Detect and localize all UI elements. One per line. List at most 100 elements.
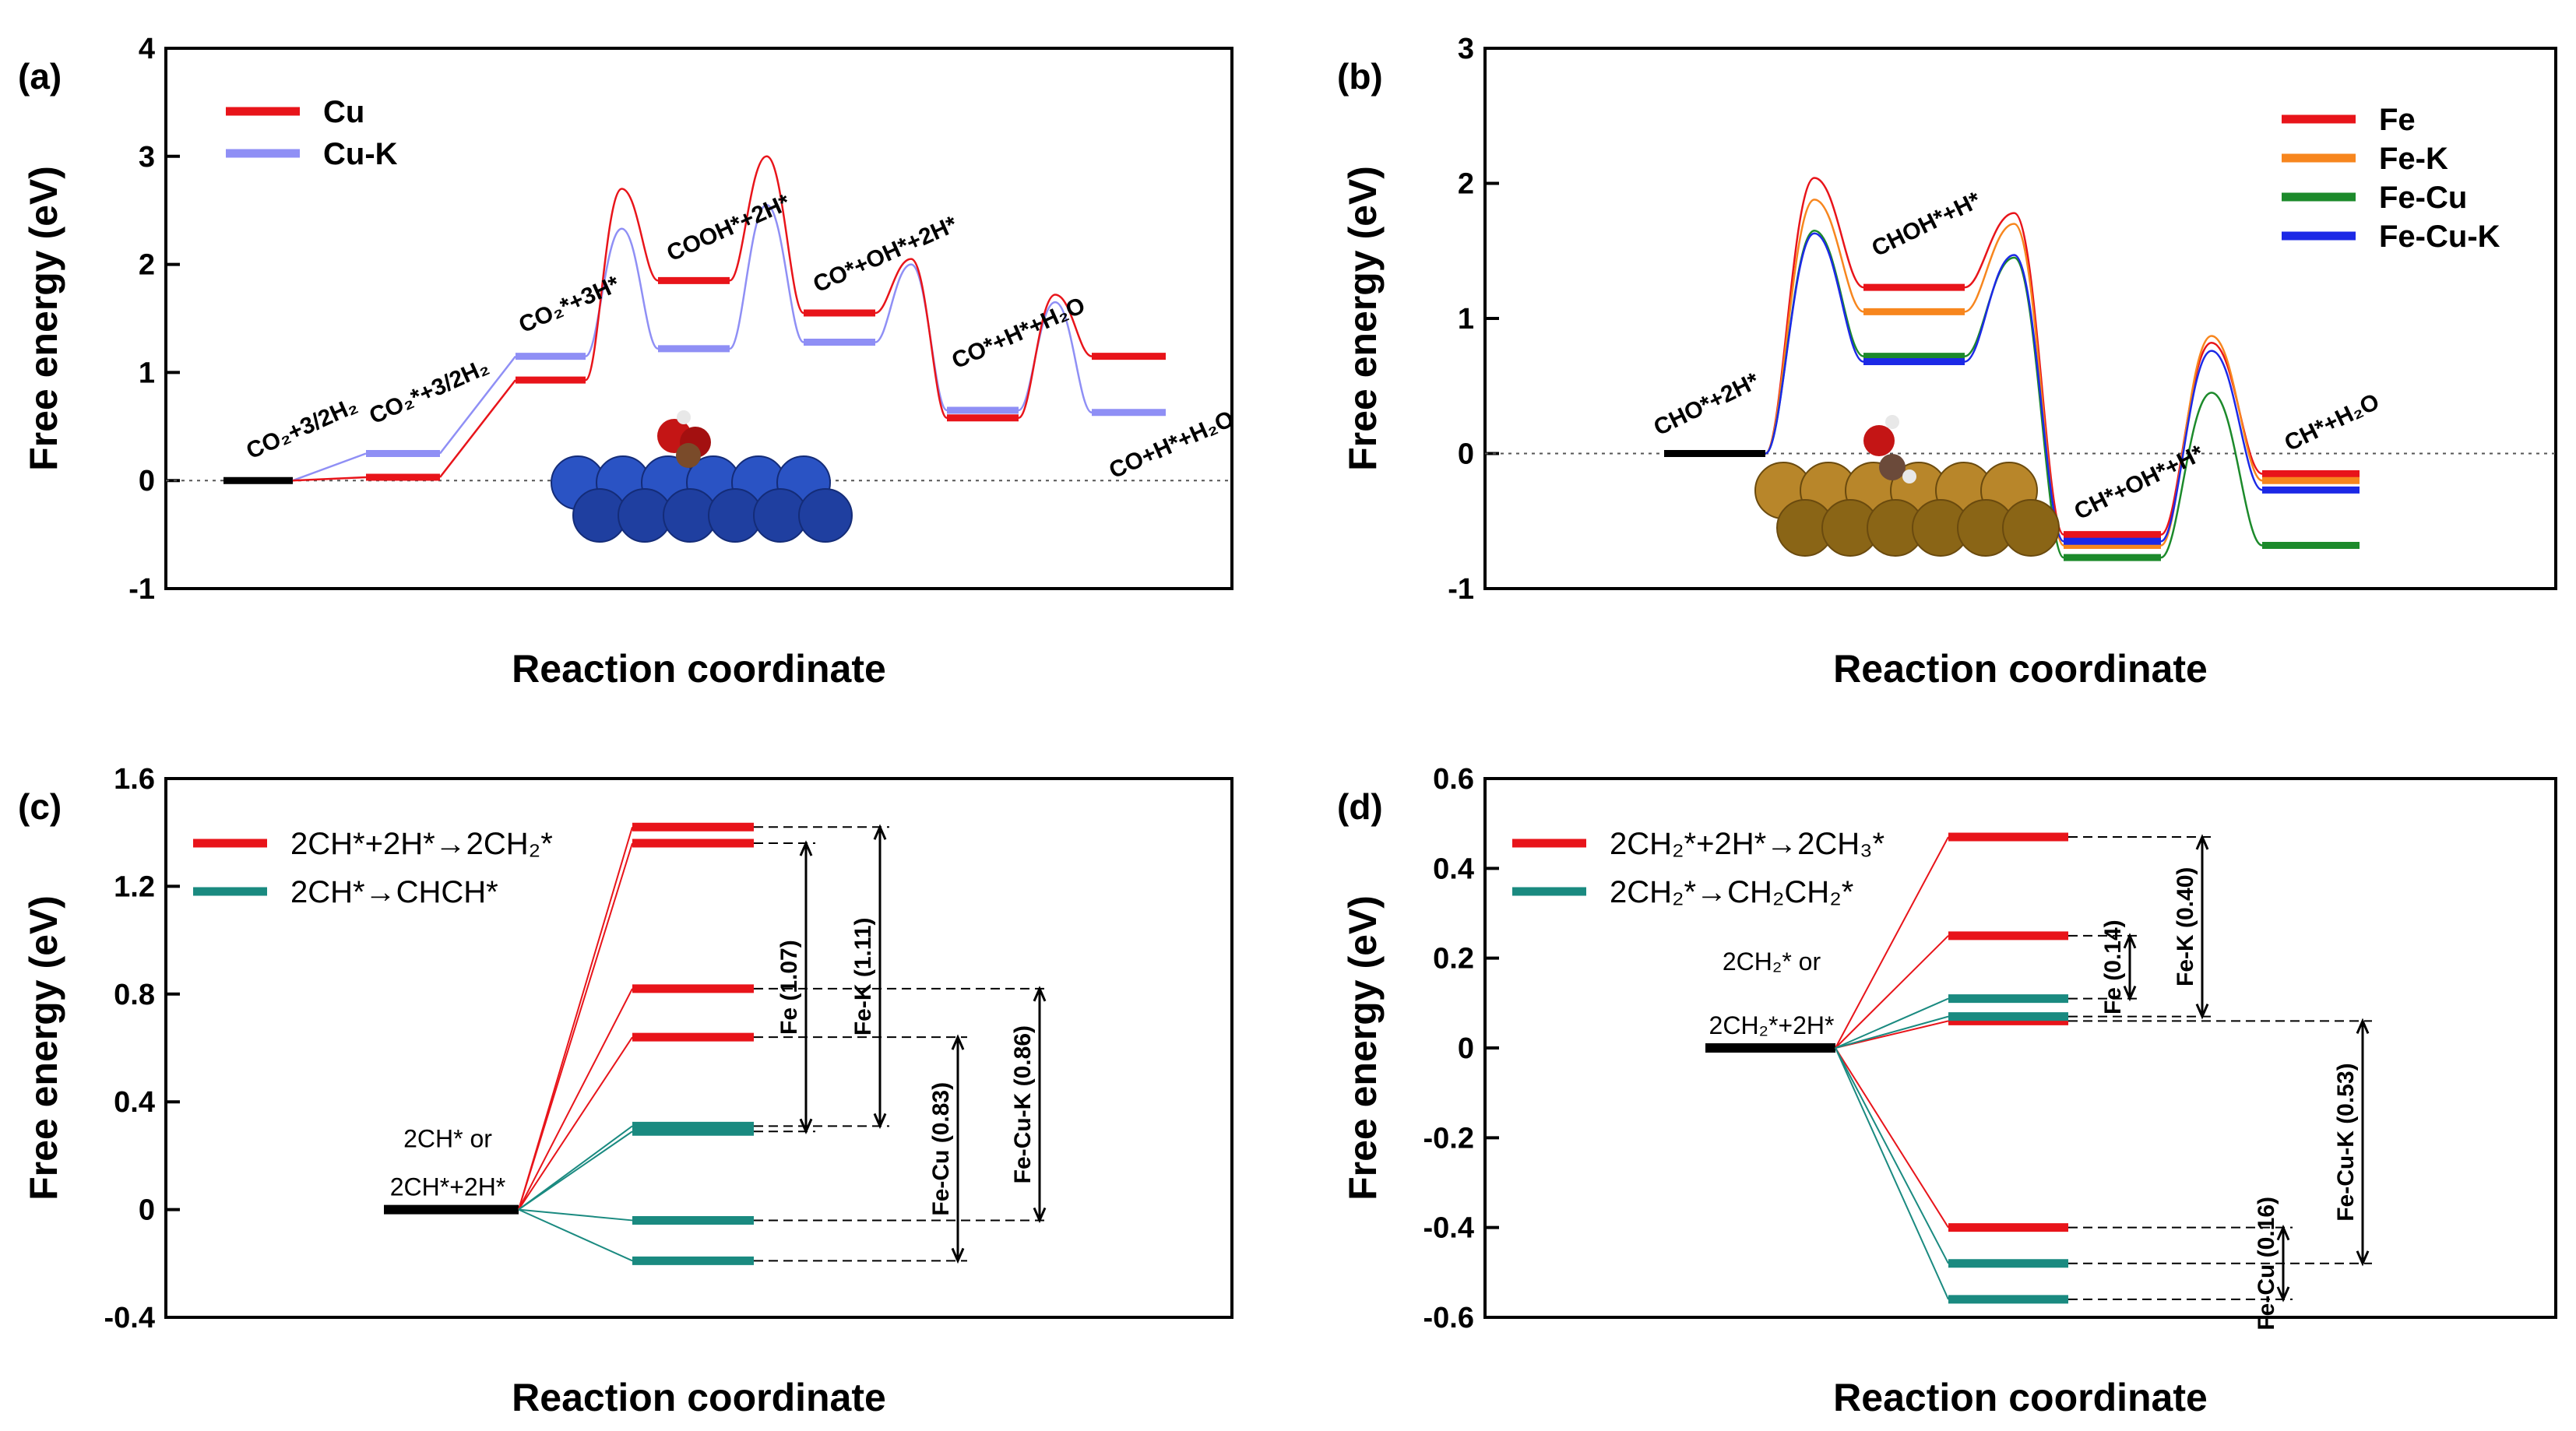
legend-fe-k-label: Fe-K <box>2379 142 2448 176</box>
gap-arrow-head <box>2195 1004 2209 1020</box>
x-axis-title: Reaction coordinate <box>512 647 886 691</box>
y-tick-label: 1 <box>139 357 155 389</box>
y-tick-label: 0.4 <box>114 1086 155 1119</box>
plot-frame <box>164 777 1233 1319</box>
hydrogen-atom <box>1885 415 1899 429</box>
y-axis-title: Free energy (eV) <box>1341 895 1385 1201</box>
connector-Cu <box>439 379 516 478</box>
state-label: CO*+OH*+2H* <box>809 211 961 297</box>
gap-arrow-head <box>2356 1018 2370 1035</box>
x-axis-title: Reaction coordinate <box>1833 1376 2208 1419</box>
oxygen-atom <box>1863 425 1895 456</box>
gap-arrow-head <box>2123 985 2137 1002</box>
barrier-Fe <box>1964 212 2065 536</box>
connector-Cu <box>292 476 367 482</box>
connector-red <box>1835 935 1949 1049</box>
y-tick-label: 1 <box>1458 303 1474 336</box>
gap-arrow-head <box>951 1034 965 1050</box>
gap-label: Fe-Cu (0.83) <box>928 1082 954 1216</box>
connector-red <box>1835 836 1949 1049</box>
y-axis-title: Free energy (eV) <box>22 166 65 471</box>
y-tick-label: -1 <box>128 573 155 606</box>
panel-b: -1 0 1 2 3 Free energy (eV) Reaction coordinat… <box>1337 33 2557 691</box>
y-tick-label: 3 <box>139 141 155 174</box>
connector-Cu-K <box>439 355 516 455</box>
initial-label: 2CH₂*+2H* <box>1709 1011 1835 1039</box>
connector-red <box>518 1036 633 1211</box>
connector-teal <box>1835 1047 1949 1264</box>
state-label: CO+H*+H₂O <box>1105 406 1237 483</box>
y-tick-label: 0 <box>1458 438 1474 471</box>
y-axis-title: Free energy (eV) <box>1341 166 1385 471</box>
legend-fe-cu-k-label: Fe-Cu-K <box>2379 220 2500 254</box>
connector-red <box>518 988 633 1211</box>
state-label: CHO*+2H* <box>1650 368 1764 441</box>
y-tick-label: 1.2 <box>114 870 155 903</box>
hydrogen-atom <box>677 410 691 424</box>
barrier-Fe-Cu <box>2160 392 2263 559</box>
gap-arrow-head <box>873 824 887 840</box>
legend-fe-cu-label: Fe-Cu <box>2379 181 2467 215</box>
gap-arrow-head <box>2276 1224 2290 1241</box>
connector-red <box>518 842 633 1210</box>
hydrogen-atom <box>1902 469 1916 483</box>
fe-atom <box>2002 499 2060 557</box>
gap-label: Fe-K (1.11) <box>850 917 876 1035</box>
gap-arrow-head <box>2276 1286 2290 1303</box>
connector-teal <box>518 1208 633 1262</box>
plot-frame <box>164 47 1233 590</box>
state-label: CO₂*+3/2H₂ <box>365 353 492 429</box>
y-tick-label: 0.6 <box>1433 763 1474 796</box>
cu-atom <box>798 488 853 543</box>
barrier-Fe <box>1765 177 1864 455</box>
y-tick-label: 0 <box>139 465 155 498</box>
x-axis-title: Reaction coordinate <box>512 1376 886 1419</box>
gap-arrow-head <box>873 1113 887 1130</box>
legend-cu-label: Cu <box>323 95 364 129</box>
state-label: CH*+H₂O <box>2281 389 2384 456</box>
y-tick-label: -0.6 <box>1423 1302 1474 1334</box>
panel-c: -0.4 0 0.4 0.8 1.2 1.6 Free energy (eV) Reactio… <box>18 763 1233 1419</box>
panel-label: (c) <box>18 786 62 827</box>
fe-surface-illustration <box>1754 415 2060 561</box>
legend-teal-label: 2CH*→CHCH* <box>290 875 498 909</box>
gap-arrow-head <box>2195 834 2209 850</box>
gap-arrow-head <box>2356 1250 2370 1267</box>
initial-label: 2CH*+2H* <box>390 1173 506 1201</box>
connector-teal <box>518 1130 633 1211</box>
gap-arrow-head <box>2123 933 2137 949</box>
panel-label: (a) <box>18 56 62 97</box>
panel-a: -1 0 1 2 3 4 Free energy (eV) Reaction coordina… <box>18 33 1238 691</box>
gap-arrow-head <box>1033 986 1047 1002</box>
y-tick-label: 2 <box>139 249 155 282</box>
y-tick-label: 3 <box>1458 33 1474 65</box>
connector-teal <box>1835 1047 1949 1300</box>
x-axis-title: Reaction coordinate <box>1833 647 2208 691</box>
barrier-Cu-K <box>729 204 804 350</box>
state-label: CH*+OH*+H* <box>2071 441 2208 526</box>
legend-red-label: 2CH*+2H*→2CH₂* <box>290 827 553 861</box>
connector-teal <box>1835 997 1949 1049</box>
barrier-Fe-Cu-K <box>1765 232 1864 455</box>
gap-arrow-head <box>951 1247 965 1264</box>
gap-label: Fe-Cu-K (0.86) <box>1010 1025 1036 1183</box>
legend-fe-label: Fe <box>2379 103 2416 137</box>
barrier-Cu-K <box>585 227 659 357</box>
barrier-Cu <box>875 258 948 419</box>
state-label: COOH*+2H* <box>663 189 794 266</box>
gap-label: Fe (0.14) <box>2100 919 2126 1014</box>
panel-label: (b) <box>1337 56 1383 97</box>
barrier-Cu <box>584 188 659 381</box>
gap-label: Fe-K (0.40) <box>2173 867 2198 986</box>
state-label: CHOH*+H* <box>1868 187 1985 262</box>
y-tick-label: 0 <box>1458 1032 1474 1065</box>
gap-arrow-head <box>1033 1207 1047 1224</box>
barrier-Cu <box>1018 294 1093 419</box>
legend-teal-label: 2CH₂*→CH₂CH₂* <box>1610 875 1853 909</box>
barrier-Fe-Cu-K <box>1964 254 2065 543</box>
carbon-atom <box>1879 454 1906 480</box>
connector-teal <box>1835 1015 1949 1049</box>
y-tick-label: 4 <box>139 33 155 65</box>
panel-label: (d) <box>1337 786 1383 827</box>
y-tick-label: 0.2 <box>1433 943 1474 976</box>
